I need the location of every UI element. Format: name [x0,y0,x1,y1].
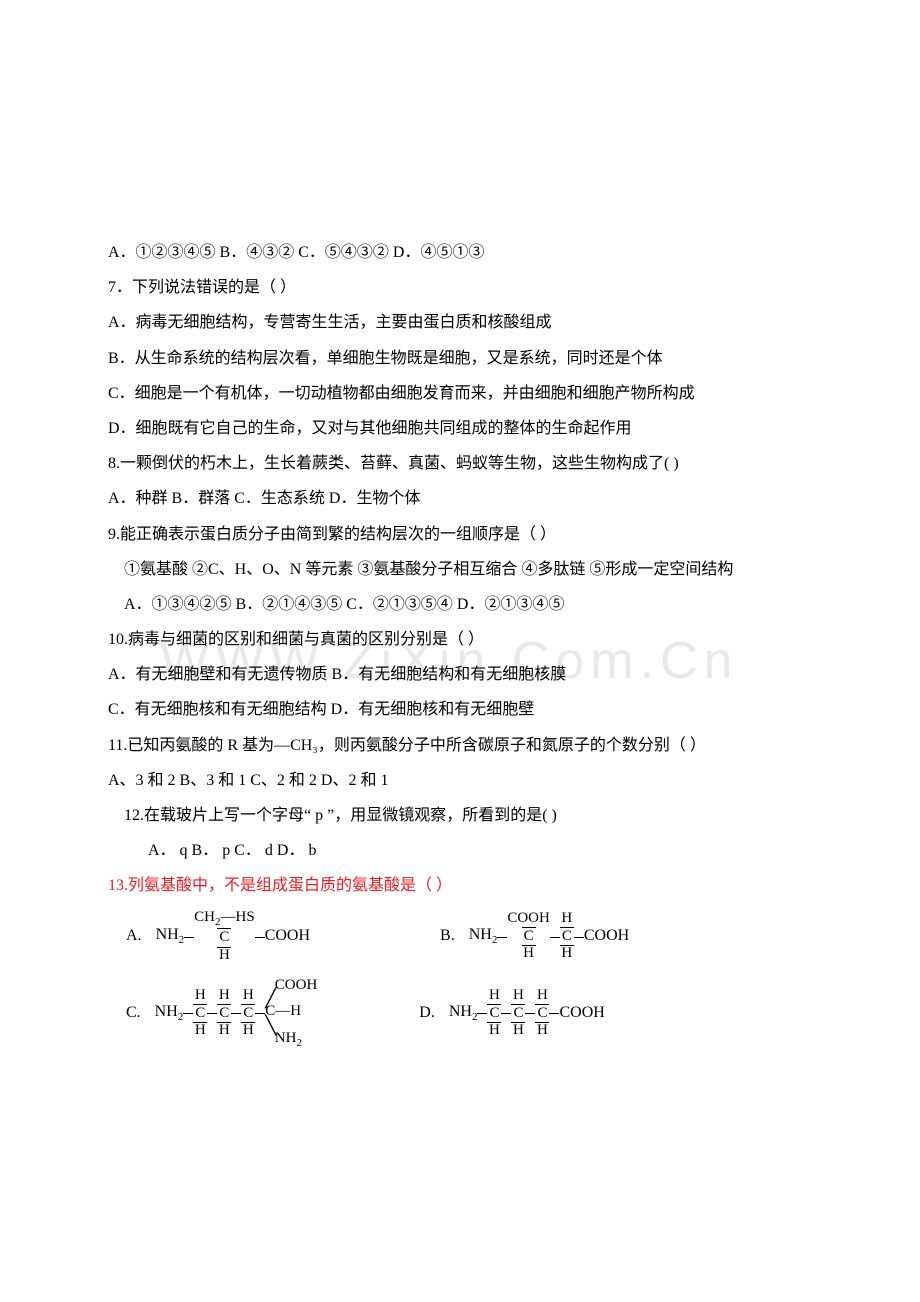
structure-b-left: NH2 [469,927,498,947]
q10-options-cd: C．有无细胞核和有无细胞结构 D．有无细胞核和有无细胞壁 [108,692,812,727]
q6-options: A．①②③④⑤ B．④③② C．⑤④③② D．④⑤①③ [108,235,812,270]
structure-d-c2-bot: H [513,1023,524,1039]
structure-c-left: NH2 [155,1004,184,1024]
q11-stem: 11.已知丙氨酸的 R 基为—CH₃，则丙氨酸分子中所含碳原子和氮原子的个数分别… [108,728,812,763]
structure-c-c2-top: H [219,988,230,1004]
structure-a-c1-top: CH2—HS [194,910,255,929]
structure-a-left: NH2 [156,927,185,947]
structure-a-right: COOH [265,928,310,945]
structures-row-1: A. NH2 CH2—HS C H COOH B. NH2 [108,910,812,964]
structure-c-c2-mid: C [217,1004,231,1024]
structures-row-2: C. NH2 H C H H C H [108,978,812,1050]
structure-b: B. NH2 COOH C H H C H [440,910,629,964]
structure-c: C. NH2 H C H H C H [126,978,317,1050]
structure-a-c1-bot: H [219,948,230,964]
structure-d-c2-top: H [513,988,524,1004]
structure-a-label: A. [126,928,142,945]
q8-stem: 8.一颗倒伏的朽木上，生长着蕨类、苔藓、真菌、蚂蚁等生物，这些生物构成了( ) [108,446,812,481]
structure-b-c1-mid: C [522,927,536,947]
q12-options: A． q B． p C． d D． b [108,833,812,868]
structure-d-c2-mid: C [511,1004,525,1024]
structure-b-c1-bot: H [523,946,534,962]
structure-a: A. NH2 CH2—HS C H COOH [126,910,310,964]
q10-stem: 10.病毒与细菌的区别和细菌与真菌的区别分别是（ ） [108,622,812,657]
q8-options: A．种群 B．群落 C．生态系统 D．生物个体 [108,481,812,516]
q9-list: ①氨基酸 ②C、H、O、N 等元素 ③氨基酸分子相互缩合 ④多肽链 ⑤形成一定空… [108,552,812,587]
structure-b-c2-top: H [561,911,572,927]
structure-b-right: COOH [584,928,629,945]
q13-stem: 13.列氨基酸中，不是组成蛋白质的氨基酸是（ ） [108,868,812,903]
structure-c-c2-bot: H [219,1023,230,1039]
structure-c-c1-top: H [195,988,206,1004]
structure-a-c1-mid: C [217,928,231,948]
structure-c-c3-top: H [243,988,254,1004]
q7-option-a: A．病毒无细胞结构，专营寄生生活，主要由蛋白质和核酸组成 [108,305,812,340]
structure-c-c3-mid: C [241,1004,255,1024]
structure-d-c1-bot: H [489,1023,500,1039]
q7-option-d: D．细胞既有它自己的生命，又对与其他细胞共同组成的整体的生命起作用 [108,411,812,446]
structure-c-c1-mid: C [193,1004,207,1024]
structure-d-c3-top: H [537,988,548,1004]
q7-option-c: C．细胞是一个有机体，一切动植物都由细胞发育而来，并由细胞和细胞产物所构成 [108,376,812,411]
structure-d-c1-top: H [489,988,500,1004]
structure-d-c3-mid: C [535,1004,549,1024]
q9-stem: 9.能正确表示蛋白质分子由简到繁的结构层次的一组顺序是（ ） [108,517,812,552]
structure-b-label: B. [440,928,455,945]
structure-d-c1-mid: C [487,1004,501,1024]
structure-b-c2-mid: C [560,927,574,947]
structure-d-label: D. [419,1005,435,1022]
structure-d-left: NH2 [449,1004,478,1024]
q7-option-b: B．从生命系统的结构层次看，单细胞生物既是细胞，又是系统，同时还是个体 [108,341,812,376]
structure-b-c2-bot: H [561,946,572,962]
q9-options: A．①③④②⑤ B．②①④③⑤ C．②①③⑤④ D．②①③④⑤ [108,587,812,622]
structure-c-c1-bot: H [195,1023,206,1039]
q12-stem: 12.在载玻片上写一个字母“ p ”，用显微镜观察，所看到的是( ) [108,798,812,833]
q10-options-ab: A．有无细胞壁和有无遗传物质 B．有无细胞结构和有无细胞核膜 [108,657,812,692]
structure-b-c1-top: COOH [507,911,550,927]
structure-d: D. NH2 H C H H C H [419,978,605,1050]
q7-stem: 7．下列说法错误的是（ ） [108,270,812,305]
q11-options: A、3 和 2 B、3 和 1 C、2 和 2 D、2 和 1 [108,763,812,798]
structure-d-right: COOH [559,1005,604,1022]
structure-d-c3-bot: H [537,1023,548,1039]
structure-c-right: COOH ╱ C—H ╲ NH2 [265,978,317,1050]
structure-c-label: C. [126,1005,141,1022]
structure-c-c3-bot: H [243,1023,254,1039]
